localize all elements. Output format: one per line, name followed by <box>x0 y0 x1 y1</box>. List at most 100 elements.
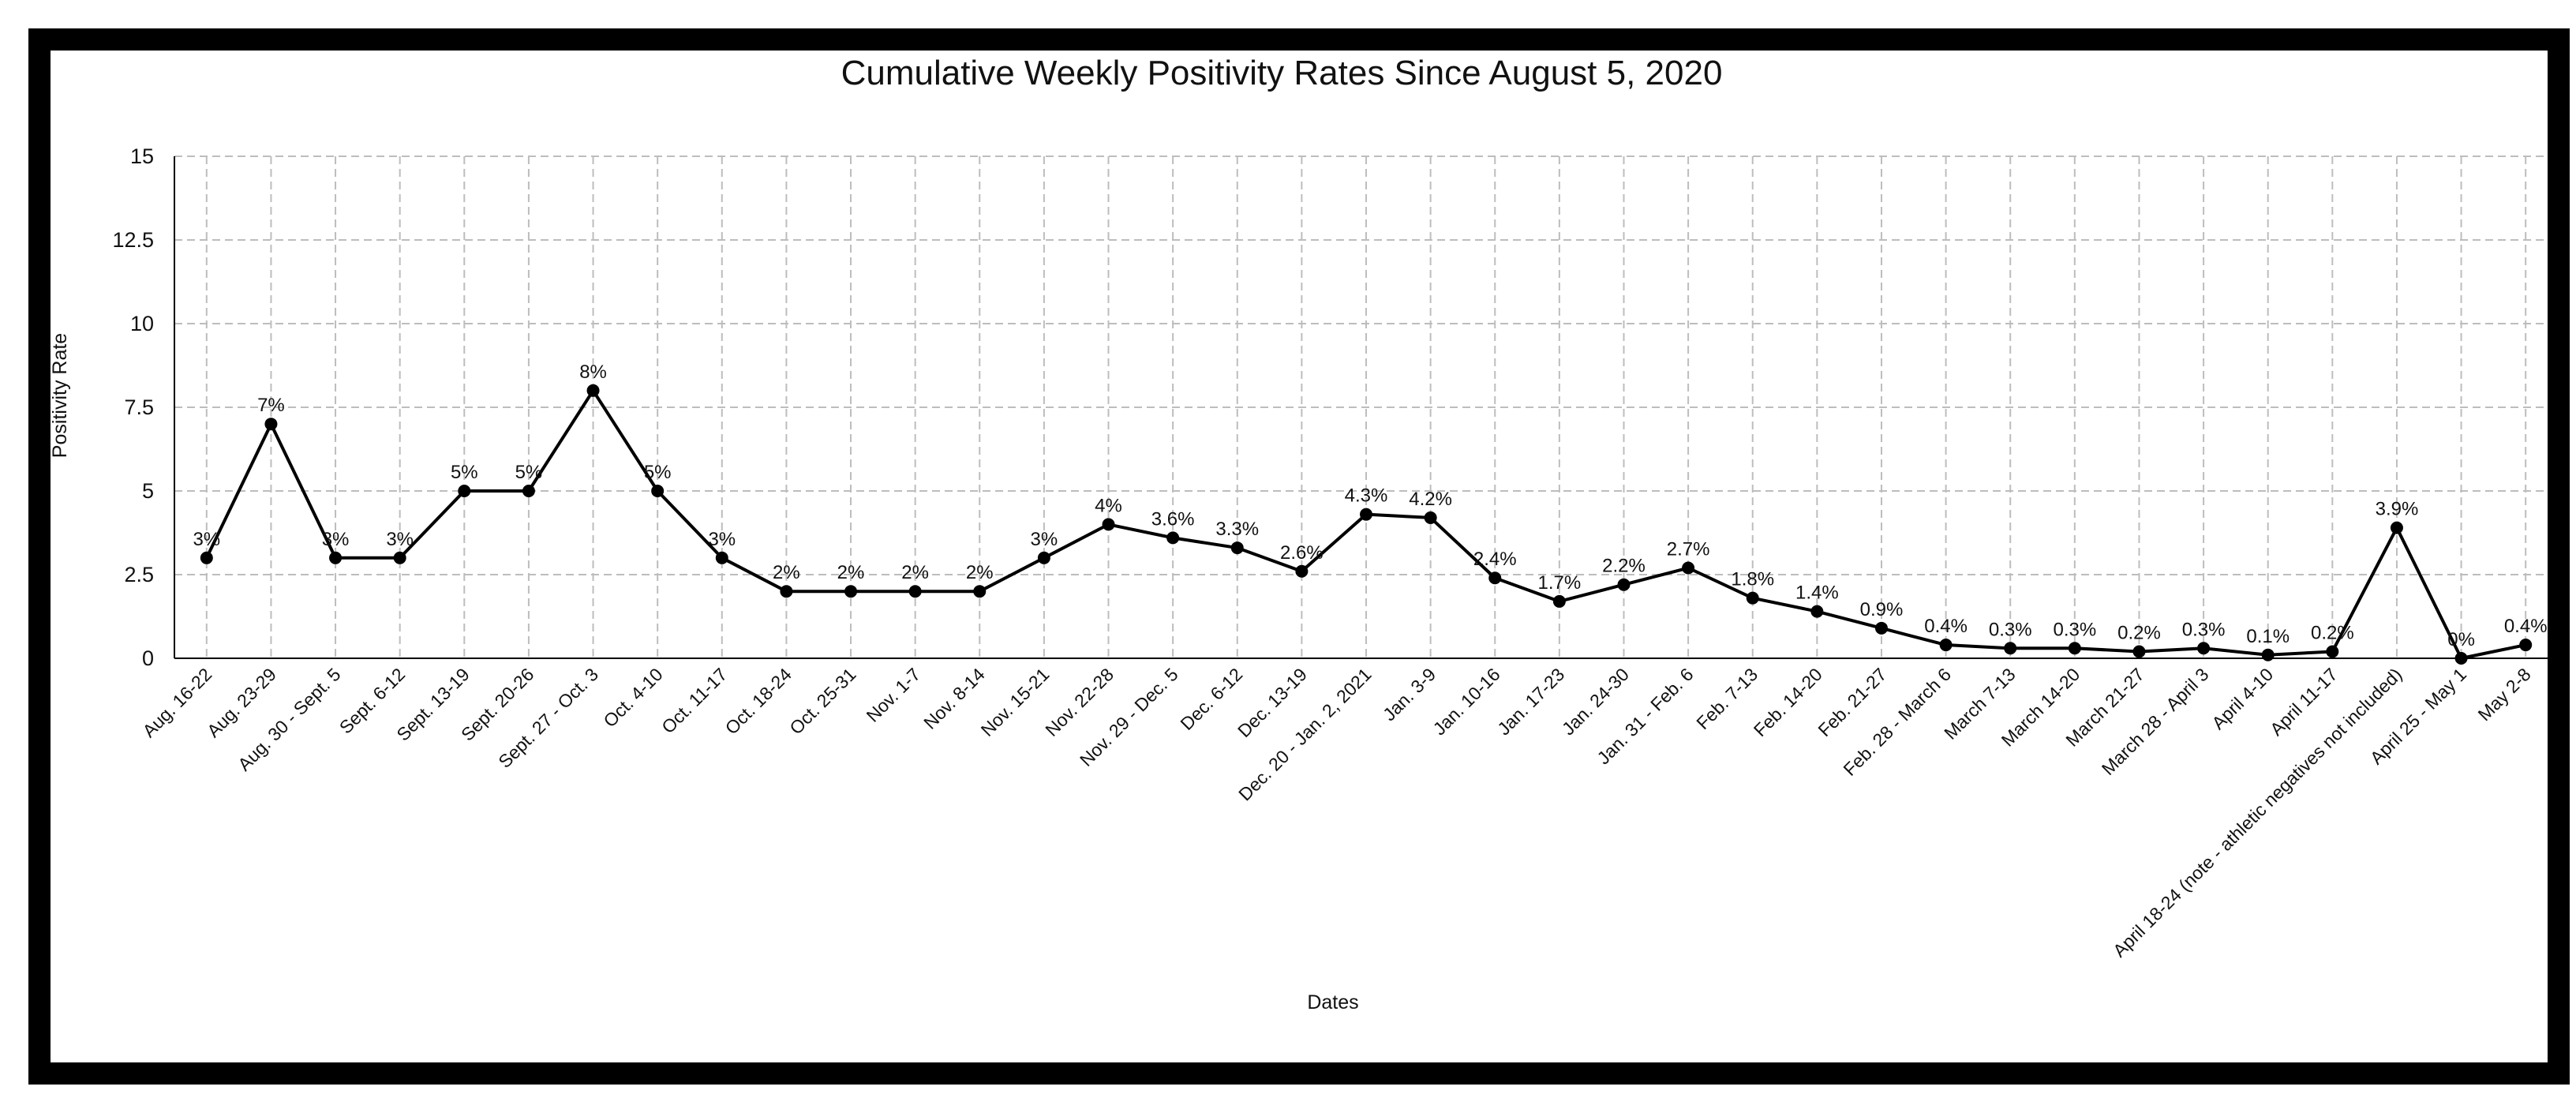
data-point <box>1102 518 1115 531</box>
data-label: 1.4% <box>1795 583 1839 604</box>
data-point <box>1552 594 1566 608</box>
data-point <box>651 485 665 497</box>
data-label: 3% <box>322 529 350 550</box>
data-point <box>1037 551 1050 564</box>
data-point <box>2197 642 2211 655</box>
data-point <box>329 551 343 564</box>
data-label: 3% <box>708 529 736 550</box>
x-tick-label: Dec. 20 - Jan. 2, 2021 <box>1234 664 1375 804</box>
data-label: 0.3% <box>2182 619 2226 640</box>
data-point <box>458 485 471 497</box>
y-axis-title: Positivity Rate <box>51 333 71 458</box>
data-point <box>1874 621 1888 635</box>
x-tick-label: Oct. 11-17 <box>657 664 731 737</box>
x-tick-label: March 28 - April 3 <box>2098 664 2213 779</box>
data-label: 0.4% <box>2504 616 2548 637</box>
x-tick-label: Feb. 14-20 <box>1750 664 1826 740</box>
data-point <box>1746 591 1759 605</box>
data-point <box>2068 642 2081 655</box>
data-point <box>780 585 793 598</box>
data-point <box>586 384 600 397</box>
data-label: 4% <box>1095 495 1122 516</box>
data-point <box>2261 648 2275 661</box>
data-label: 5% <box>451 462 478 483</box>
data-label: 2% <box>966 562 994 583</box>
data-point <box>908 585 922 598</box>
data-point <box>1617 578 1631 591</box>
data-label: 2.6% <box>1280 542 1324 564</box>
data-label: 7% <box>257 395 285 416</box>
data-point <box>973 585 987 598</box>
x-tick-label: April 4-10 <box>2207 664 2277 733</box>
data-label: 3.9% <box>2376 499 2419 520</box>
data-label: 2.2% <box>1602 556 1646 577</box>
x-tick-label: Feb. 28 - March 6 <box>1839 664 1955 780</box>
y-tick-label: 10 <box>130 312 154 335</box>
data-point <box>1424 511 1437 524</box>
data-point <box>844 585 858 598</box>
x-tick-label: Jan. 17-23 <box>1493 664 1568 739</box>
data-label: 0.9% <box>1860 599 1904 620</box>
data-point <box>2326 645 2339 658</box>
data-label: 3% <box>1031 529 1058 550</box>
x-tick-label: Aug. 16-22 <box>138 664 215 741</box>
data-label: 1.7% <box>1538 572 1582 594</box>
data-label: 0% <box>2447 629 2475 650</box>
y-tick-label: 5 <box>142 479 154 503</box>
data-label: 5% <box>644 462 672 483</box>
data-label: 0.3% <box>1989 619 2032 640</box>
x-tick-label: Nov. 15-21 <box>977 664 1054 740</box>
x-tick-label: Nov. 1-7 <box>863 664 925 726</box>
data-point <box>1295 564 1309 578</box>
data-point <box>522 485 535 497</box>
data-point <box>2390 521 2403 534</box>
x-tick-label: Oct. 25-31 <box>785 664 859 738</box>
data-point <box>1230 541 1244 555</box>
chart-frame: Cumulative Weekly Positivity Rates Since… <box>28 28 2570 1085</box>
data-label: 3.6% <box>1151 508 1195 530</box>
data-point <box>1166 531 1180 545</box>
data-label: 2.7% <box>1667 539 1710 560</box>
data-label: 0.1% <box>2246 626 2290 647</box>
data-label: 0.2% <box>2311 623 2354 644</box>
data-point <box>1682 561 1695 575</box>
data-point <box>1488 571 1502 585</box>
data-label: 1.8% <box>1731 569 1774 590</box>
data-label: 3.3% <box>1215 519 1259 540</box>
data-point <box>1360 508 1372 521</box>
data-labels: 3% 7% 3% 3% 5% 5% 8% 5% 3% 2% 2% 2% 2% 3% 4% 3.6% 3.3% 2.… <box>193 362 2547 650</box>
axes <box>174 156 2548 659</box>
data-label: 8% <box>579 362 607 383</box>
chart-title: Cumulative Weekly Positivity Rates Since… <box>841 54 1723 92</box>
data-point <box>2454 652 2468 665</box>
data-point <box>393 551 406 564</box>
y-tick-label: 0 <box>142 646 154 670</box>
x-axis-title: Dates <box>1307 991 1358 1013</box>
data-label: 0.2% <box>2117 623 2161 644</box>
x-tick-label: May 2-8 <box>2474 664 2535 725</box>
x-tick-label: Jan. 10-16 <box>1429 664 1504 739</box>
data-label: 3% <box>193 529 220 550</box>
data-point <box>1939 639 1953 652</box>
data-label: 0.4% <box>1924 616 1968 637</box>
data-point <box>715 551 728 564</box>
data-label: 5% <box>515 462 543 483</box>
x-tick-label: Oct. 18-24 <box>721 664 796 738</box>
data-point <box>264 418 278 431</box>
x-tick-label: Nov. 8-14 <box>919 664 989 733</box>
y-tick-label: 15 <box>130 144 154 168</box>
y-tick-label: 7.5 <box>124 395 154 419</box>
x-tick-label: Jan. 3-9 <box>1379 664 1440 725</box>
data-label: 2% <box>901 562 929 583</box>
data-label: 2% <box>773 562 800 583</box>
data-label: 4.3% <box>1345 485 1388 507</box>
data-point <box>2519 639 2533 652</box>
y-tick-label: 2.5 <box>124 563 154 586</box>
data-label: 3% <box>386 529 414 550</box>
data-label: 2% <box>837 562 865 583</box>
gridlines <box>174 155 2548 658</box>
x-tick-label: Feb. 7-13 <box>1692 664 1762 733</box>
data-point <box>200 551 213 564</box>
y-tick-label: 12.5 <box>112 228 154 252</box>
